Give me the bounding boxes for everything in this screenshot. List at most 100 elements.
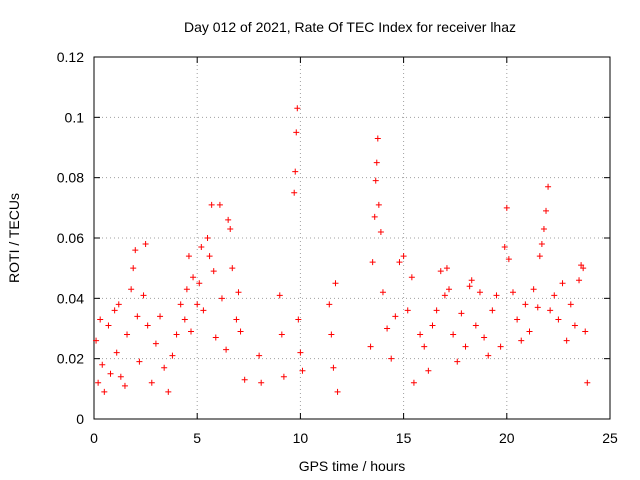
- data-point: [514, 316, 521, 323]
- data-point: [105, 322, 112, 329]
- grid: [94, 57, 610, 419]
- data-point: [130, 265, 137, 272]
- data-point: [132, 247, 139, 254]
- data-point: [429, 322, 436, 329]
- data-point: [425, 367, 432, 374]
- data-point: [134, 313, 141, 320]
- data-point: [177, 301, 184, 308]
- data-point: [299, 367, 306, 374]
- data-point: [190, 274, 197, 281]
- y-tick-label: 0.04: [57, 290, 84, 306]
- data-point: [371, 213, 378, 220]
- x-tick-label: 10: [293, 430, 309, 446]
- data-point: [136, 358, 143, 365]
- data-point: [200, 307, 207, 314]
- data-point: [476, 289, 483, 296]
- data-point: [462, 343, 469, 350]
- data-point: [400, 253, 407, 260]
- data-point: [128, 286, 135, 293]
- data-point: [297, 349, 304, 356]
- data-point: [501, 244, 508, 251]
- data-point: [493, 292, 500, 299]
- data-point: [367, 343, 374, 350]
- data-point: [559, 280, 566, 287]
- data-point: [208, 201, 215, 208]
- y-axis-label: ROTI / TECUs: [6, 193, 22, 283]
- data-point: [547, 307, 554, 314]
- data-point: [582, 328, 589, 335]
- axis-ticks: 0 5 10 15 20 25 0 0.02 0.04 0.06 0.08 0.1 0.12: [57, 49, 618, 446]
- data-point: [372, 177, 379, 184]
- data-point: [408, 274, 415, 281]
- data-point: [543, 207, 550, 214]
- data-points: [93, 105, 591, 395]
- data-point: [433, 307, 440, 314]
- data-point: [235, 289, 242, 296]
- data-point: [485, 352, 492, 359]
- data-point: [142, 241, 149, 248]
- data-point: [536, 253, 543, 260]
- y-tick-label: 0.08: [57, 170, 84, 186]
- data-point: [161, 364, 168, 371]
- data-point: [466, 283, 473, 290]
- data-point: [580, 265, 587, 272]
- data-point: [458, 310, 465, 317]
- data-point: [489, 307, 496, 314]
- data-point: [117, 373, 124, 380]
- data-point: [95, 379, 102, 386]
- data-point: [124, 331, 131, 338]
- data-point: [384, 325, 391, 332]
- data-point: [225, 216, 232, 223]
- y-tick-label: 0.1: [65, 109, 85, 125]
- data-point: [111, 307, 118, 314]
- data-point: [293, 129, 300, 136]
- data-point: [334, 388, 341, 395]
- data-point: [223, 346, 230, 353]
- data-point: [121, 382, 128, 389]
- data-point: [392, 313, 399, 320]
- data-point: [241, 376, 248, 383]
- data-point: [410, 379, 417, 386]
- data-point: [374, 135, 381, 142]
- data-point: [505, 256, 512, 263]
- data-point: [237, 328, 244, 335]
- data-point: [576, 277, 583, 284]
- data-point: [258, 379, 265, 386]
- data-point: [454, 358, 461, 365]
- data-point: [481, 334, 488, 341]
- data-point: [373, 159, 380, 166]
- data-point: [404, 307, 411, 314]
- data-point: [375, 201, 382, 208]
- plot-area-frame: [93, 56, 611, 420]
- data-point: [326, 301, 333, 308]
- data-point: [551, 292, 558, 299]
- data-point: [210, 268, 217, 275]
- data-point: [578, 262, 585, 269]
- data-point: [165, 388, 172, 395]
- chart-title: Day 012 of 2021, Rate Of TEC Index for r…: [183, 19, 517, 35]
- data-point: [534, 304, 541, 311]
- data-point: [330, 364, 337, 371]
- x-axis-label: GPS time / hours: [298, 458, 406, 474]
- data-point: [204, 235, 211, 241]
- data-point: [173, 331, 180, 338]
- data-point: [295, 316, 302, 323]
- data-point: [198, 244, 205, 251]
- data-point: [540, 225, 547, 232]
- data-point: [148, 379, 155, 386]
- data-point: [522, 301, 529, 308]
- data-point: [292, 168, 299, 175]
- data-point: [194, 301, 201, 308]
- data-point: [233, 316, 240, 323]
- data-point: [227, 225, 234, 232]
- data-point: [421, 343, 428, 350]
- data-point: [107, 370, 114, 377]
- data-point: [518, 337, 525, 344]
- data-point: [229, 265, 236, 272]
- data-point: [545, 183, 552, 190]
- data-point: [206, 253, 213, 260]
- data-point: [584, 379, 591, 386]
- data-point: [443, 265, 450, 272]
- data-point: [379, 289, 386, 296]
